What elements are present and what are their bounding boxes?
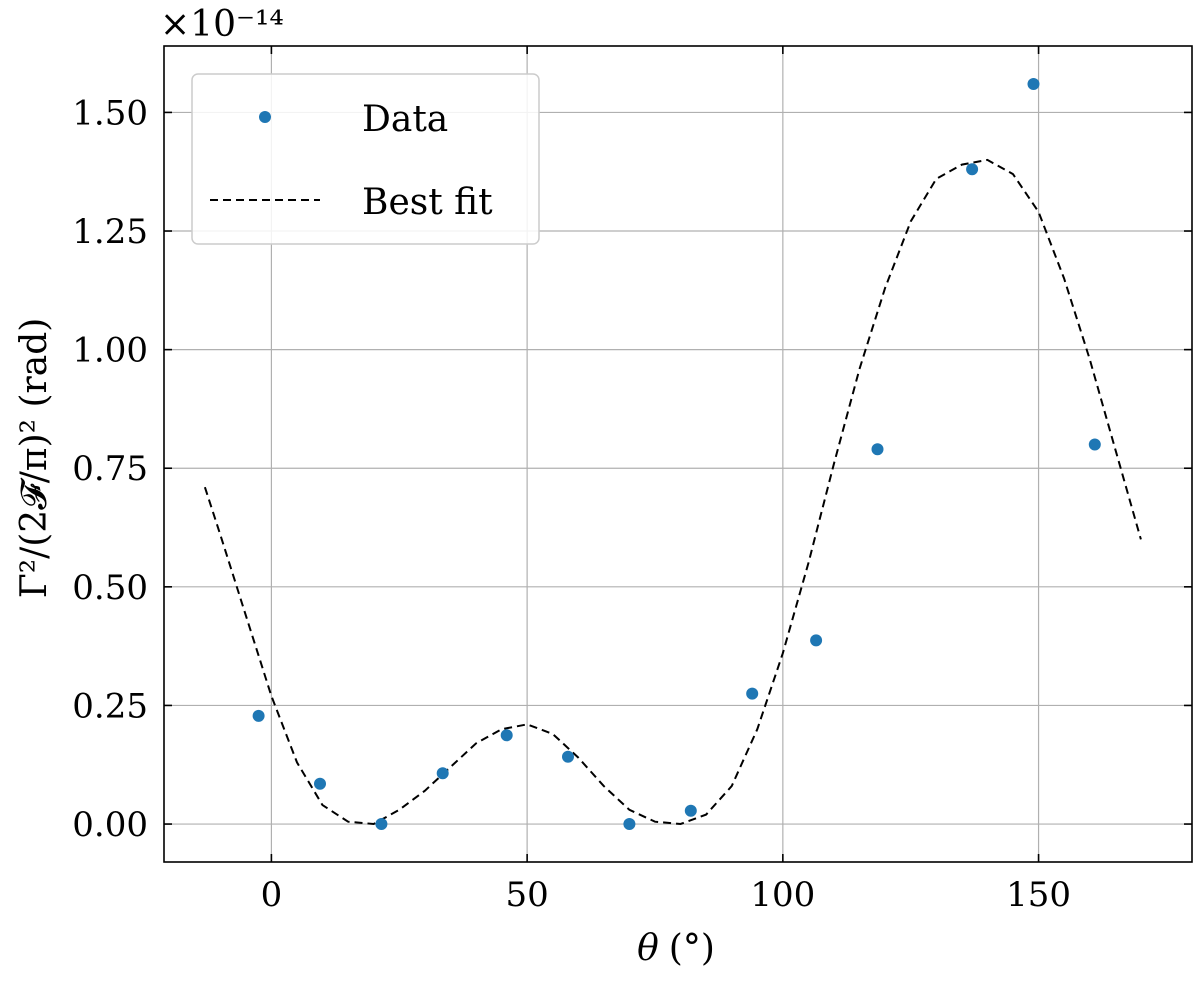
x-tick-label: 100 — [750, 875, 815, 915]
points-layer — [252, 78, 1101, 830]
data-point — [252, 709, 265, 722]
y-tick-label: 0.50 — [72, 568, 148, 608]
legend-label-data: Data — [362, 99, 448, 140]
fit-layer — [203, 158, 1142, 826]
y-tick-label: 1.00 — [72, 331, 148, 371]
data-point — [562, 750, 574, 763]
x-tick-label: 150 — [1006, 875, 1071, 915]
data-point — [375, 818, 388, 830]
legend-marker-data — [259, 111, 271, 123]
legend-box — [191, 73, 540, 245]
x-axis-symbol: θ — [637, 928, 659, 969]
best-fit-line — [203, 158, 1142, 826]
x-axis-unit: (°) — [669, 928, 715, 969]
legend-label-fit: Best fit — [362, 182, 493, 223]
y-tick-label: 1.25 — [72, 212, 148, 252]
data-point — [684, 804, 697, 817]
data-point — [623, 818, 636, 830]
data-point — [871, 443, 884, 456]
tick-labels: 0 50 100 150 0.00 0.25 0.50 0.75 1.00 1.25 1.50 — [72, 93, 1071, 915]
plot-frame — [163, 45, 1193, 863]
data-point — [746, 687, 759, 700]
y-tick-label: 1.50 — [72, 93, 148, 133]
y-multiplier: ×10⁻¹⁴ — [160, 4, 284, 45]
data-point — [810, 634, 823, 647]
data-point — [1027, 78, 1040, 90]
y-tick-label: 0.75 — [72, 449, 148, 489]
data-point — [314, 777, 326, 790]
x-tick-label: 50 — [505, 875, 548, 915]
y-axis-label: Γ²/(2𝓕/π)² (rad) — [14, 318, 55, 599]
data-point — [966, 163, 979, 176]
legend: Data Best fit — [191, 73, 540, 245]
y-tick-label: 0.25 — [72, 686, 148, 726]
data-point — [1088, 438, 1101, 451]
data-point — [500, 729, 513, 742]
ticks — [164, 46, 1192, 862]
x-tick-label: 0 — [261, 875, 283, 915]
y-tick-label: 0.00 — [72, 805, 148, 845]
data-point — [436, 767, 449, 780]
x-axis-label: θ (°) — [637, 928, 715, 969]
